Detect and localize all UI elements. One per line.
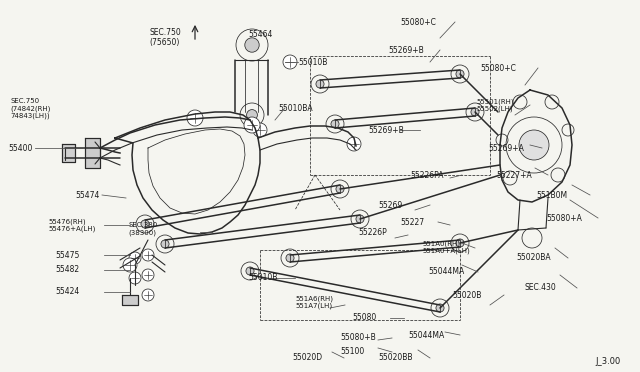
Text: 55080+C: 55080+C [400,17,436,26]
Polygon shape [85,138,100,168]
Circle shape [129,272,141,284]
Circle shape [456,239,464,247]
Circle shape [246,110,257,121]
Circle shape [142,269,154,281]
Text: 55501(RH)
55502(LH): 55501(RH) 55502(LH) [476,98,514,112]
Text: 55269: 55269 [378,201,403,209]
Text: 55010BA: 55010BA [278,103,312,112]
Text: 55080+C: 55080+C [480,64,516,73]
Circle shape [471,108,479,116]
Text: 55226P: 55226P [358,228,387,237]
Circle shape [286,254,294,262]
Text: 55400: 55400 [8,144,33,153]
Circle shape [246,267,254,275]
Text: SEC.430: SEC.430 [525,283,557,292]
Polygon shape [62,144,75,162]
Circle shape [129,252,141,264]
Text: 55269+B: 55269+B [388,45,424,55]
Circle shape [316,80,324,88]
Text: SEC.750
(74842(RH)
74843(LH)): SEC.750 (74842(RH) 74843(LH)) [10,98,51,119]
Circle shape [436,304,444,312]
Text: 55020D: 55020D [292,353,322,362]
Text: SEC.380
(38300): SEC.380 (38300) [128,222,157,235]
Text: 55474: 55474 [75,190,99,199]
Text: 55080+B: 55080+B [340,334,376,343]
Circle shape [123,258,137,272]
Text: 55020BB: 55020BB [378,353,413,362]
Text: 55080+A: 55080+A [546,214,582,222]
Text: 55080: 55080 [352,314,376,323]
Text: 551B0M: 551B0M [536,190,567,199]
Circle shape [141,220,149,228]
Text: 55227+A: 55227+A [496,170,532,180]
Text: 55020B: 55020B [452,291,481,299]
Circle shape [142,289,154,301]
Text: 55482: 55482 [55,266,79,275]
Circle shape [519,130,549,160]
Text: 55227: 55227 [400,218,424,227]
Text: 551A6(RH)
551A7(LH): 551A6(RH) 551A7(LH) [295,295,333,309]
Circle shape [456,70,464,78]
Circle shape [161,240,169,248]
Circle shape [336,185,344,193]
Text: 55010B: 55010B [298,58,328,67]
Text: 55044MA: 55044MA [428,267,464,276]
Circle shape [283,55,297,69]
Text: 55475: 55475 [55,250,79,260]
Text: 55269+A: 55269+A [488,144,524,153]
Text: 55226PA: 55226PA [410,170,444,180]
Text: 55476(RH)
55476+A(LH): 55476(RH) 55476+A(LH) [48,218,95,232]
Text: 55010B: 55010B [248,273,277,282]
Text: 551A0(RH)
551A0+A(LH): 551A0(RH) 551A0+A(LH) [422,240,470,254]
Text: 55464: 55464 [248,30,273,39]
Text: 55269+B: 55269+B [368,125,404,135]
Text: SEC.750
(75650): SEC.750 (75650) [149,28,181,47]
Circle shape [347,137,361,151]
Text: 55020BA: 55020BA [516,253,550,263]
Circle shape [187,110,203,126]
Circle shape [245,38,259,52]
Circle shape [142,249,154,261]
Text: 55044MA: 55044MA [408,330,444,340]
Text: 55424: 55424 [55,288,79,296]
Circle shape [356,215,364,223]
Circle shape [253,123,267,137]
Text: J_3.00: J_3.00 [595,357,620,366]
Circle shape [244,117,260,133]
Text: 55100: 55100 [340,347,364,356]
Polygon shape [122,295,138,305]
Circle shape [331,120,339,128]
